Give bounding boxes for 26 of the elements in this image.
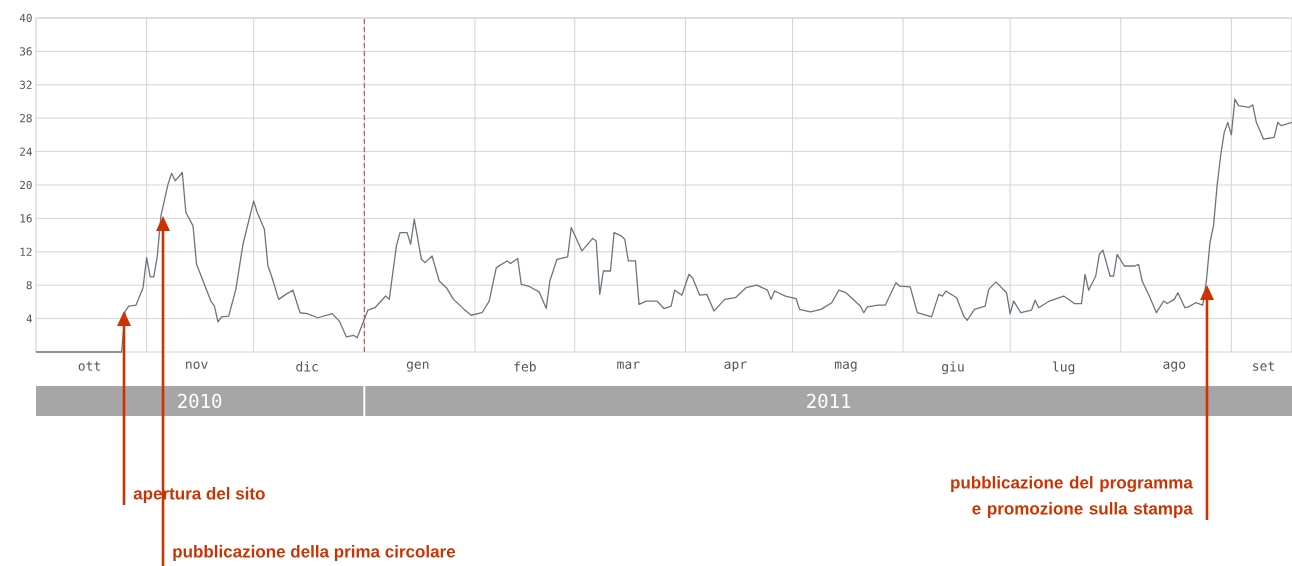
text: 2010	[178, 393, 222, 409]
y-tick-label: 24	[20, 147, 32, 156]
x-tick-label: feb	[514, 361, 536, 372]
text: pubblicazione della prima circolare	[173, 545, 456, 561]
x-tick-label: ott	[78, 361, 100, 371]
text: pubblicazione del programma e promozione sulla stampa	[951, 476, 1193, 518]
x-tick-label: lug	[1052, 361, 1075, 375]
y-tick-label: 36	[19, 47, 32, 56]
y-tick-label: 12	[20, 247, 32, 256]
x-tick-label: dic	[296, 361, 318, 372]
y-tick-label: 40	[19, 13, 32, 23]
x-tick-label: ago	[1163, 361, 1186, 372]
x-tick-label: nov	[186, 361, 208, 369]
y-tick-label: 28	[20, 114, 32, 123]
y-tick-label: 4	[26, 314, 32, 323]
x-tick-label: gen	[406, 361, 429, 372]
y-tick-label: 20	[20, 180, 32, 190]
text: 2011	[807, 393, 851, 409]
x-tick-label: mar	[617, 361, 640, 369]
x-tick-label: set	[1253, 361, 1274, 371]
y-tick-label: 8	[26, 281, 32, 290]
x-tick-label: giu	[942, 361, 964, 375]
x-tick-label: apr	[724, 361, 747, 372]
x-tick-label: mag	[834, 361, 857, 372]
y-tick-label: 32	[19, 80, 32, 89]
y-tick-label: 16	[20, 214, 32, 223]
